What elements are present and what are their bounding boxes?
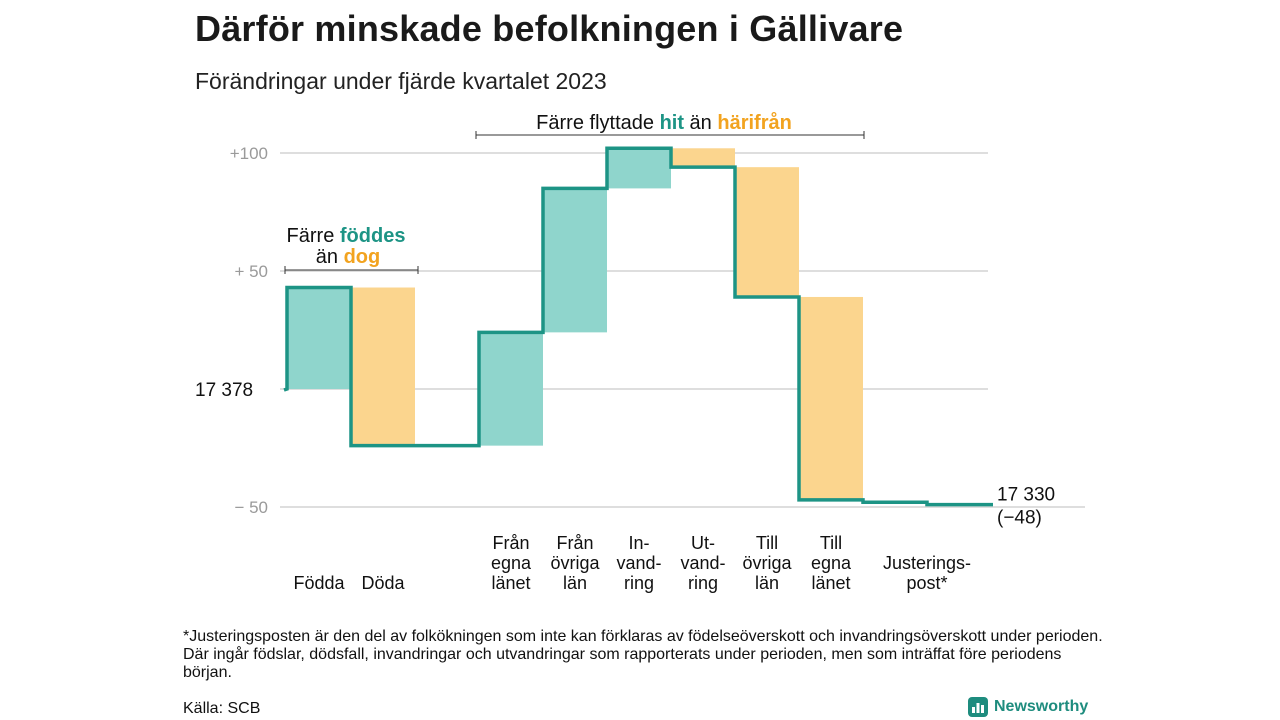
migration-annotation-text: Färre flyttade hit än härifrån bbox=[536, 111, 792, 134]
category-label: ring bbox=[688, 573, 718, 593]
y-tick-label: − 50 bbox=[234, 498, 268, 517]
category-label: länet bbox=[811, 573, 850, 593]
births-highlight: föddes bbox=[340, 225, 406, 247]
category-label: In- bbox=[628, 533, 649, 553]
migration-middle: än bbox=[684, 112, 717, 134]
category-label: Födda bbox=[293, 573, 345, 593]
end-change-label: (−48) bbox=[997, 508, 1042, 529]
births-annotation-line2: än dog bbox=[316, 246, 380, 268]
category-label: övriga bbox=[742, 553, 792, 573]
category-label: övriga bbox=[550, 553, 600, 573]
y-tick-label: + 50 bbox=[234, 262, 268, 281]
category-label: Till bbox=[756, 533, 778, 553]
brand-label: Newsworthy bbox=[994, 698, 1089, 715]
category-label: länet bbox=[491, 573, 530, 593]
y-tick-label: +100 bbox=[230, 144, 268, 163]
migration-highlight-harifran: härifrån bbox=[717, 111, 791, 134]
outflow-bar bbox=[735, 167, 799, 297]
category-label: Döda bbox=[361, 573, 405, 593]
newsworthy-logo-icon bbox=[968, 697, 988, 717]
migration-annotation: Färre flyttade hit än härifrån bbox=[475, 111, 865, 139]
births-annotation-prefix: Färre bbox=[287, 225, 340, 247]
footnote: *Justeringsposten är den del av folkökni… bbox=[183, 628, 1103, 681]
inflow-bar bbox=[479, 332, 543, 446]
cumulative-line bbox=[283, 146, 993, 507]
category-label: Justerings- bbox=[883, 553, 971, 573]
end-value-label: 17 330 bbox=[997, 485, 1055, 506]
category-label: Ut- bbox=[691, 533, 715, 553]
migration-highlight-hit: hit bbox=[660, 112, 685, 134]
category-label: vand- bbox=[680, 553, 725, 573]
category-label: egna bbox=[811, 553, 852, 573]
category-label: län bbox=[563, 573, 587, 593]
inflow-bar bbox=[287, 287, 351, 389]
category-label: Från bbox=[556, 533, 593, 553]
category-label: län bbox=[755, 573, 779, 593]
inflow-bar bbox=[543, 188, 607, 333]
inflow-bar bbox=[607, 148, 671, 189]
category-labels: Födda DödaFrånegnalänetFrånövrigalänIn-va… bbox=[293, 533, 971, 593]
brand-logo[interactable]: Newsworthy bbox=[968, 696, 1088, 718]
category-label: ring bbox=[624, 573, 654, 593]
outflow-bar bbox=[799, 296, 863, 500]
waterfall-chart: +100 + 50 − 50 17 378 17 330(−48) Födda Döda Fr… bbox=[195, 111, 1085, 593]
migration-prefix: Färre flyttade bbox=[536, 112, 659, 134]
category-label: Till bbox=[820, 533, 842, 553]
deaths-annotation-prefix: än bbox=[316, 246, 344, 268]
outflow-bar bbox=[671, 148, 735, 168]
start-value-label: 17 378 bbox=[195, 380, 253, 401]
births-annotation-line1: Färre föddes bbox=[287, 225, 406, 247]
gridlines: +100 + 50 − 50 bbox=[230, 144, 1085, 517]
category-label: egna bbox=[491, 553, 532, 573]
category-label: post* bbox=[906, 573, 947, 593]
deaths-highlight: dog bbox=[344, 246, 381, 268]
outflow-bar bbox=[351, 287, 415, 446]
category-label: Från bbox=[492, 533, 529, 553]
chart-subtitle: Förändringar under fjärde kvartalet 2023 bbox=[195, 68, 607, 94]
category-label: vand- bbox=[616, 553, 661, 573]
source-label: Källa: SCB bbox=[183, 700, 261, 717]
bars bbox=[283, 146, 993, 507]
chart-title: Därför minskade befolkningen i Gällivare bbox=[195, 8, 904, 49]
